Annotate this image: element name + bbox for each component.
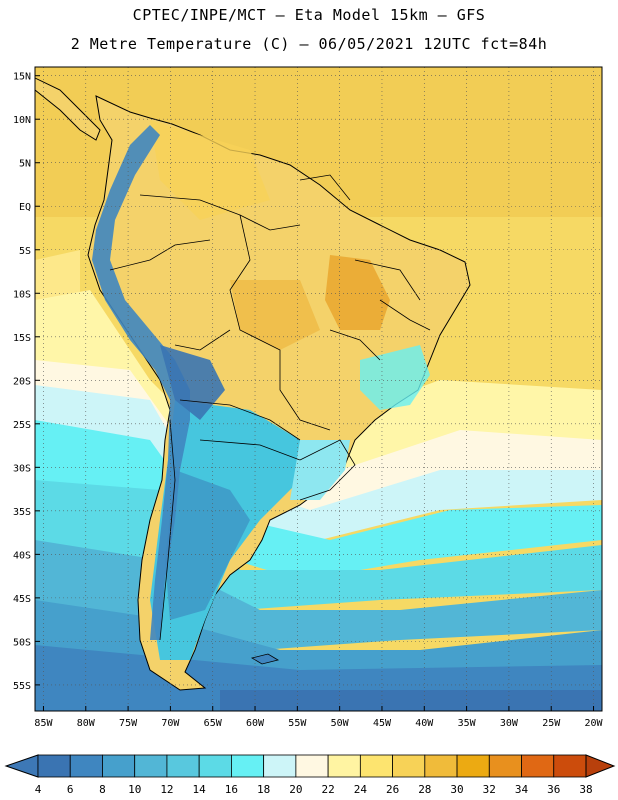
colorbar-swatch (102, 754, 136, 778)
central-america-land (35, 77, 101, 141)
country-border (299, 439, 356, 501)
lon-label: 75W (119, 718, 138, 729)
colorbar-swatch (327, 754, 361, 778)
lon-label: 50W (331, 718, 350, 729)
lat-label: 15N (13, 72, 31, 83)
map-gridlines (35, 67, 602, 711)
lon-label: 80W (77, 718, 96, 729)
lon-label: 25W (542, 718, 561, 729)
country-border (354, 259, 421, 301)
lat-label: 5N (19, 159, 31, 170)
lon-label: 35W (458, 718, 477, 729)
temperature-colorbar: 4 6 8 10 12 14 16 18 20 22 24 26 28 30 32 34 36 38 (4, 754, 616, 796)
lon-label: 55W (288, 718, 307, 729)
colorbar-swatch (263, 754, 297, 778)
colorbar-swatch (488, 754, 522, 778)
colorbar-label: 8 (99, 783, 106, 796)
colorbar-swatch (359, 754, 393, 778)
andes-highlands (160, 345, 225, 420)
colorbar-swatch (231, 754, 265, 778)
lat-label: 45S (13, 594, 31, 605)
colorbar-swatch (134, 754, 168, 778)
warm-region (230, 280, 320, 350)
colorbar-label: 20 (289, 783, 302, 796)
colorbar-label: 34 (515, 783, 529, 796)
lat-label: 10S (13, 289, 31, 300)
colorbar-label: 12 (160, 783, 173, 796)
colorbar-label: 18 (257, 783, 270, 796)
colorbar-swatch (198, 754, 232, 778)
colorbar-swatch (69, 754, 103, 778)
lon-label: 40W (415, 718, 434, 729)
lat-label: 50S (13, 637, 31, 648)
lon-label: 85W (34, 718, 53, 729)
lon-label: 60W (246, 718, 265, 729)
lat-label: 5S (19, 246, 31, 257)
colorbar-swatch (456, 754, 490, 778)
colorbar-label: 26 (386, 783, 399, 796)
country-border (199, 439, 301, 461)
lat-label: 25S (13, 420, 31, 431)
warm-region (150, 120, 270, 220)
colorbar-label: 6 (67, 783, 74, 796)
country-border (329, 329, 381, 361)
country-border (179, 399, 301, 441)
lat-label: EQ (19, 202, 31, 213)
colorbar-high-arrow (585, 754, 616, 778)
lat-label: 55S (13, 681, 31, 692)
colorbar-label: 16 (225, 783, 238, 796)
lon-label: 20W (585, 718, 604, 729)
lon-label: 30W (500, 718, 519, 729)
colorbar-label: 32 (483, 783, 496, 796)
country-border (299, 174, 351, 201)
lat-label: 40S (13, 550, 31, 561)
lon-label: 65W (204, 718, 223, 729)
colorbar-swatch (392, 754, 426, 778)
lat-label: 20S (13, 376, 31, 387)
lon-label: 70W (161, 718, 180, 729)
colorbar-swatch (166, 754, 200, 778)
map-subtitle: 2 Metre Temperature (C) – 06/05/2021 12U… (70, 35, 548, 53)
colorbar-swatch (424, 754, 458, 778)
colorbar-swatch (295, 754, 329, 778)
colorbar-swatch (553, 754, 587, 778)
falkland-islands (250, 653, 280, 665)
lat-label: 30S (13, 463, 31, 474)
map-frame (34, 66, 603, 712)
colorbar-label: 36 (547, 783, 560, 796)
country-border (174, 329, 231, 351)
lat-label: 10N (13, 115, 31, 126)
colorbar-label: 4 (35, 783, 42, 796)
warm-region (325, 255, 390, 330)
colorbar-label: 30 (450, 783, 463, 796)
colorbar-label: 24 (354, 783, 368, 796)
colorbar-swatch (37, 754, 71, 778)
map-title: CPTEC/INPE/MCT – Eta Model 15km – GFS (132, 6, 486, 24)
cool-region (165, 470, 250, 620)
colorbar-label: 22 (321, 783, 334, 796)
colorbar-swatch (521, 754, 555, 778)
country-border (379, 299, 431, 331)
colorbar-low-arrow (4, 754, 39, 778)
lat-label: 35S (13, 507, 31, 518)
cool-region (290, 440, 350, 500)
lon-label: 45W (373, 718, 392, 729)
colorbar-label: 28 (418, 783, 431, 796)
colorbar-label: 10 (128, 783, 141, 796)
andes (92, 125, 190, 640)
colorbar-label: 38 (579, 783, 592, 796)
southeast-brazil-cool (360, 345, 430, 410)
country-border (229, 214, 331, 431)
colorbar-label: 14 (193, 783, 207, 796)
country-border (109, 239, 211, 271)
country-border (159, 419, 176, 641)
field-band (220, 690, 602, 711)
lat-label: 15S (13, 333, 31, 344)
